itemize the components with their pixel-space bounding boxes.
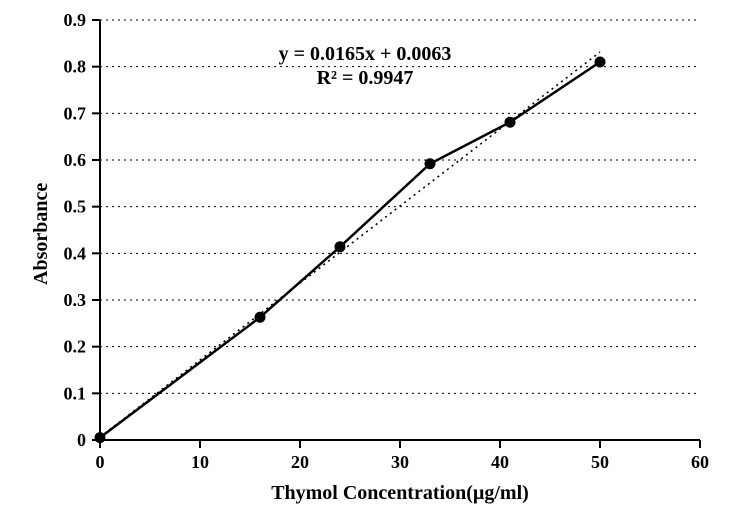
calibration-chart: 0 10 20 30 40 50 60 0 0.1 0.2 0.3 0.4 0.5 0.6 0.7 0.8 0.…	[0, 0, 751, 522]
svg-text:y = 0.0165x + 0.0063: y = 0.0165x + 0.0063	[279, 43, 452, 65]
svg-text:0.5: 0.5	[64, 197, 87, 217]
svg-text:0.8: 0.8	[64, 57, 87, 77]
x-axis-title: Thymol Concentration(µg/ml)	[250, 482, 550, 505]
svg-text:20: 20	[291, 452, 309, 472]
svg-text:R² = 0.9947: R² = 0.9947	[317, 67, 414, 89]
svg-text:50: 50	[591, 452, 609, 472]
svg-text:10: 10	[191, 452, 209, 472]
svg-text:0.6: 0.6	[64, 150, 87, 170]
y-axis-title: Absorbance	[30, 183, 53, 285]
svg-text:0.1: 0.1	[64, 383, 87, 403]
svg-text:60: 60	[691, 452, 709, 472]
svg-text:0.2: 0.2	[64, 337, 87, 357]
svg-text:0.9: 0.9	[64, 10, 87, 30]
svg-text:30: 30	[391, 452, 409, 472]
svg-text:40: 40	[491, 452, 509, 472]
svg-text:0: 0	[96, 452, 105, 472]
svg-text:0.3: 0.3	[64, 290, 87, 310]
svg-text:0.4: 0.4	[64, 243, 87, 263]
svg-text:0: 0	[77, 430, 86, 450]
svg-text:0.7: 0.7	[64, 103, 87, 123]
